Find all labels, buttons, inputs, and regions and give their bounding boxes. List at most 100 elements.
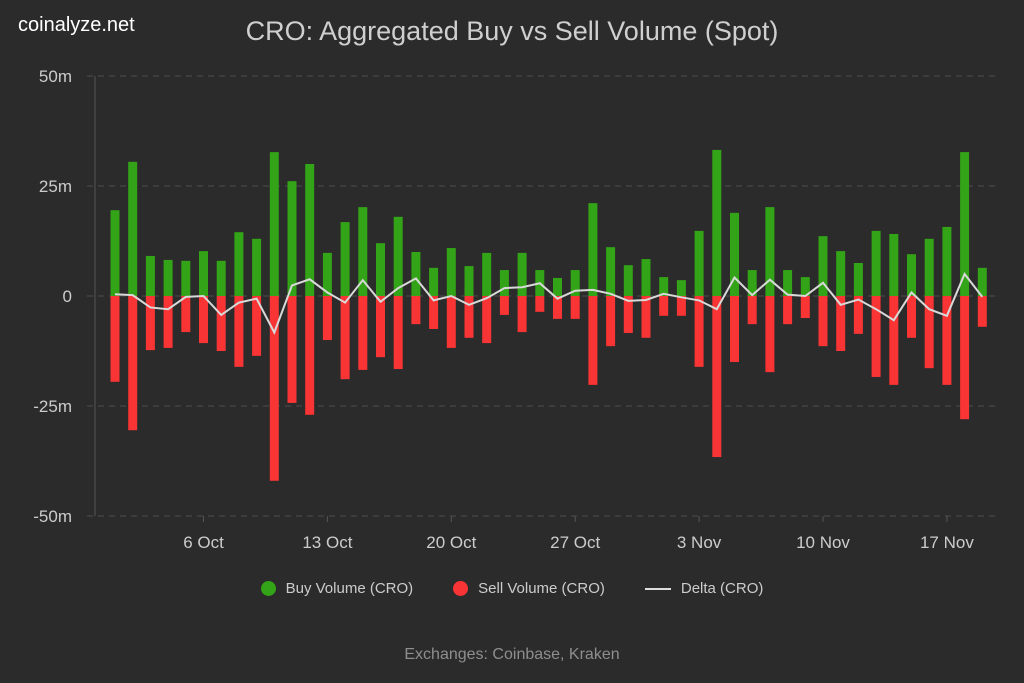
legend-sell[interactable]: Sell Volume (CRO) (453, 580, 605, 597)
buy-bar (216, 260, 226, 296)
exchanges-footer: Exchanges: Coinbase, Kraken (404, 646, 620, 663)
sell-bar (676, 296, 686, 316)
buy-bar (783, 270, 793, 296)
buy-bar (942, 226, 952, 296)
sell-bar (765, 296, 775, 373)
buy-bar (517, 252, 527, 296)
sell-bar (889, 296, 899, 385)
sell-bar (924, 296, 934, 369)
delta-line-icon (644, 587, 671, 590)
sell-bar (411, 296, 421, 325)
sell-bar (623, 296, 633, 333)
sell-bar (464, 296, 474, 338)
sell-bar (570, 296, 580, 319)
buy-bar (128, 161, 138, 296)
legend-buy[interactable]: Buy Volume (CRO) (260, 580, 414, 597)
legend: Buy Volume (CRO) Sell Volume (CRO) Delta… (0, 580, 1024, 597)
sell-bar (216, 296, 226, 351)
sell-bar (977, 296, 987, 327)
sell-bar (252, 296, 262, 356)
legend-delta[interactable]: Delta (CRO) (644, 580, 763, 597)
buy-bar (393, 216, 403, 296)
buy-bar (676, 280, 686, 296)
buy-bar (960, 152, 970, 296)
buy-bar (499, 270, 509, 296)
buy-bar (376, 243, 385, 296)
sell-bar (446, 296, 456, 348)
buy-bar (747, 270, 757, 296)
sell-bar (234, 296, 244, 367)
sell-bar (641, 296, 651, 338)
sell-bar (871, 296, 881, 377)
sell-bar (482, 296, 492, 344)
buy-bar (818, 236, 828, 296)
sell-bar (305, 296, 315, 415)
buy-bar (765, 207, 775, 296)
sell-bar (694, 296, 704, 367)
sell-bar (199, 296, 208, 344)
buy-bar (305, 164, 315, 296)
x-tick-label: 20 Oct (426, 533, 476, 552)
buy-bar (836, 251, 846, 296)
buy-bar (889, 233, 899, 296)
sell-bar (517, 296, 527, 333)
buy-bar (287, 181, 297, 296)
buy-bar (269, 152, 279, 296)
buy-bar (871, 230, 881, 296)
y-tick-label: -25m (33, 397, 72, 416)
legend-buy-label: Buy Volume (CRO) (285, 580, 414, 597)
sell-bar (287, 296, 297, 403)
sell-bar (836, 296, 846, 351)
y-tick-label: -50m (33, 507, 72, 526)
buy-bar (659, 277, 669, 296)
buy-bar (482, 252, 492, 296)
buy-bar (623, 265, 633, 296)
buy-bar (924, 238, 934, 296)
sell-bar (110, 296, 120, 382)
x-tick-label: 6 Oct (183, 533, 224, 552)
buy-bar (252, 238, 262, 296)
sell-bar (747, 296, 757, 325)
y-tick-label: 0 (63, 287, 72, 306)
buy-bar (446, 248, 456, 296)
buy-bar (163, 259, 173, 296)
sell-bar (553, 296, 562, 319)
x-tick-label: 13 Oct (302, 533, 352, 552)
sell-bar (145, 296, 155, 351)
buy-bar (234, 232, 244, 296)
buy-bar (588, 203, 598, 296)
sell-bar (181, 296, 191, 333)
buy-bar (730, 212, 739, 296)
sell-bar (128, 296, 138, 431)
buy-bar (853, 263, 863, 296)
sell-bar (429, 296, 439, 329)
sell-bar (960, 296, 970, 420)
buy-bar (553, 277, 562, 296)
delta-line (114, 272, 984, 335)
sell-bar (163, 296, 173, 348)
sell-bar (942, 296, 952, 385)
buy-bar (464, 266, 474, 296)
sell-bar (818, 296, 828, 347)
buy-bar (907, 254, 916, 296)
x-tick-label: 3 Nov (677, 533, 722, 552)
legend-sell-label: Sell Volume (CRO) (478, 580, 605, 597)
buy-bar (606, 247, 616, 296)
buy-bar (110, 210, 120, 296)
sell-bar (730, 296, 739, 362)
buy-bar (429, 267, 439, 296)
sell-bar (499, 296, 509, 315)
sell-dot-icon (453, 581, 469, 596)
sell-bar (606, 296, 616, 347)
coinalyze-logo[interactable]: coinalyze.net (18, 14, 135, 36)
sell-bar (322, 296, 332, 340)
sell-bar (783, 296, 793, 325)
sell-bar (340, 296, 350, 380)
buy-bar (199, 251, 208, 296)
sell-bar (853, 296, 863, 334)
buy-bar (358, 207, 368, 296)
sell-bar (358, 296, 368, 370)
buy-bar (570, 270, 580, 296)
sell-bar (659, 296, 669, 316)
